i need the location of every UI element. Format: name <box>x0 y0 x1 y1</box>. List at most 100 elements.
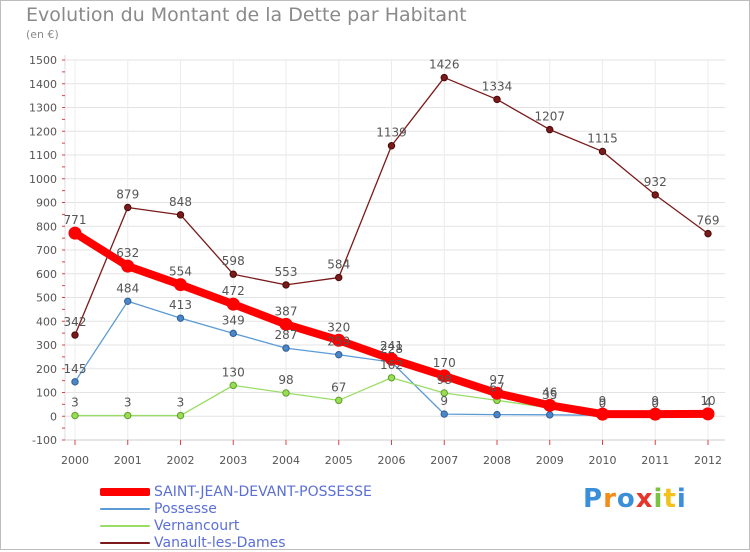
logo-letter: i <box>653 484 664 514</box>
data-label: 413 <box>169 298 192 312</box>
data-point <box>704 229 712 238</box>
data-label: 1426 <box>429 58 460 72</box>
y-tick-label: 1500 <box>29 54 57 67</box>
data-point <box>176 211 185 219</box>
data-point <box>440 73 448 82</box>
y-tick-label: 500 <box>36 292 57 305</box>
data-point <box>71 411 79 420</box>
data-point <box>229 270 237 278</box>
data-label: 879 <box>116 187 139 201</box>
data-point <box>648 407 662 421</box>
data-label: 46 <box>542 385 557 399</box>
legend-label: Vanault-les-Dames <box>154 535 286 551</box>
y-tick-label: 0 <box>50 410 57 423</box>
data-label: 584 <box>327 258 350 272</box>
y-tick-label: 1200 <box>29 125 57 138</box>
x-tick-label: 2010 <box>589 454 617 467</box>
data-point <box>124 297 132 305</box>
data-label: 771 <box>64 213 87 227</box>
y-tick-label: 800 <box>36 220 57 233</box>
data-label: 3 <box>177 396 185 410</box>
data-label: 35 <box>542 388 557 402</box>
data-point <box>282 389 290 397</box>
data-label: 241 <box>380 339 403 353</box>
data-point <box>71 378 79 386</box>
data-label: 162 <box>380 358 403 372</box>
data-point <box>335 273 343 282</box>
data-label: 145 <box>64 362 87 376</box>
data-label: 130 <box>222 365 245 379</box>
data-label: 342 <box>64 315 87 329</box>
data-label: 1139 <box>376 126 407 140</box>
legend-swatch <box>100 508 150 510</box>
data-point <box>282 281 290 289</box>
data-label: 484 <box>116 281 139 295</box>
legend-label: Vernancourt <box>154 518 240 534</box>
data-label: 9 <box>651 394 659 408</box>
data-point <box>229 329 237 338</box>
data-point <box>176 411 185 420</box>
data-point <box>124 411 132 420</box>
data-label: 848 <box>169 195 192 209</box>
x-tick-label: 2009 <box>536 454 564 467</box>
data-point <box>279 317 293 331</box>
data-label: 0 <box>651 396 659 410</box>
data-label: 67 <box>489 380 504 394</box>
data-point <box>440 389 448 397</box>
data-point <box>229 381 237 390</box>
data-label: 287 <box>275 328 298 342</box>
logo-letter: t <box>663 484 677 514</box>
data-label: 769 <box>697 214 720 228</box>
data-label: 259 <box>327 335 350 349</box>
data-point <box>176 314 185 322</box>
y-tick-label: 1000 <box>29 173 57 186</box>
y-tick-label: 400 <box>36 315 57 328</box>
data-point <box>701 407 715 421</box>
legend-swatch <box>100 542 150 544</box>
legend-swatch <box>100 488 150 496</box>
data-label: 349 <box>222 313 245 327</box>
data-label: 98 <box>278 373 293 387</box>
x-tick-label: 2012 <box>694 454 722 467</box>
logo-letter: x <box>635 484 654 514</box>
x-tick-label: 2001 <box>114 454 142 467</box>
y-tick-label: 900 <box>36 197 57 210</box>
data-point <box>387 374 396 382</box>
data-label: 97 <box>489 373 504 387</box>
data-point <box>124 203 132 212</box>
data-point <box>651 191 659 199</box>
data-point <box>493 95 501 104</box>
data-label: 932 <box>644 175 667 189</box>
data-label: 1334 <box>482 79 513 93</box>
x-tick-label: 2006 <box>378 454 406 467</box>
data-label: 554 <box>169 265 192 279</box>
x-tick-label: 2005 <box>325 454 353 467</box>
y-tick-label: 700 <box>36 244 57 257</box>
series-3 <box>71 73 712 339</box>
data-point <box>387 142 396 150</box>
x-tick-label: 2003 <box>219 454 247 467</box>
data-point <box>440 410 448 418</box>
data-label: 632 <box>116 246 139 260</box>
data-label: 67 <box>331 380 346 394</box>
legend-label: Possesse <box>154 501 217 517</box>
proxiti-logo: Proxiti <box>583 484 687 514</box>
data-point <box>174 278 187 292</box>
legend-label: SAINT-JEAN-DEVANT-POSSESSE <box>154 484 372 500</box>
logo-letter: r <box>603 484 617 514</box>
chart-unit-label: (en €) <box>26 28 59 41</box>
x-tick-label: 2008 <box>483 454 511 467</box>
data-label: 4 <box>704 395 712 409</box>
logo-letter: i <box>676 484 687 514</box>
data-point <box>332 333 346 347</box>
data-point <box>335 396 343 405</box>
y-tick-label: -100 <box>32 434 57 447</box>
data-point <box>121 259 135 273</box>
y-tick-label: 200 <box>36 363 57 376</box>
data-label: 553 <box>275 265 298 279</box>
y-tick-label: 100 <box>36 387 57 400</box>
data-point <box>546 411 554 419</box>
series-layer <box>68 73 715 421</box>
